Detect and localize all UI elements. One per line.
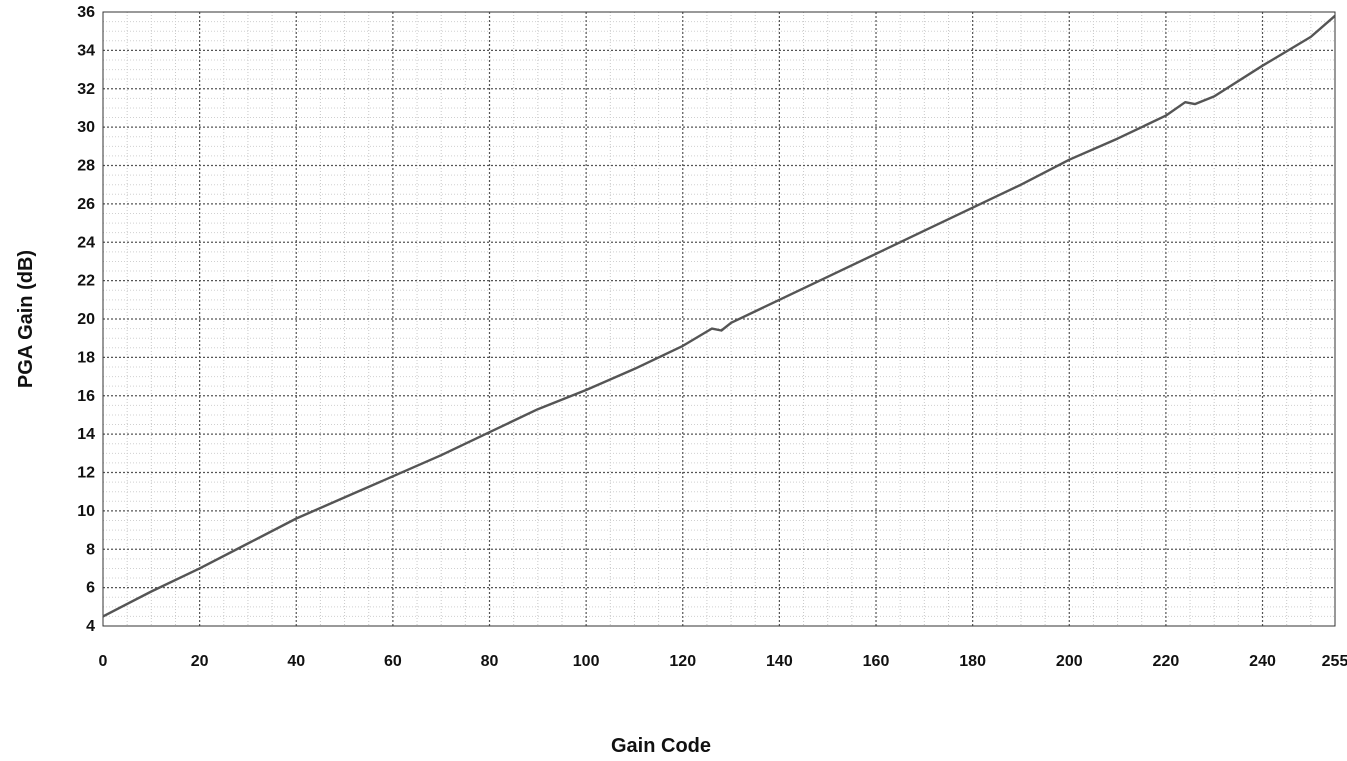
plot-area: [102, 11, 1336, 627]
y-tick-label: 26: [77, 196, 95, 213]
y-axis-title: PGA Gain (dB): [15, 250, 37, 388]
y-tick-label: 18: [77, 349, 95, 366]
x-tick-label: 20: [191, 653, 209, 670]
y-tick-label: 10: [77, 503, 95, 520]
x-tick-label: 160: [863, 653, 890, 670]
x-tick-label: 200: [1056, 653, 1083, 670]
x-tick-label: 240: [1249, 653, 1276, 670]
y-tick-label: 12: [77, 465, 95, 482]
x-tick-label: 80: [481, 653, 499, 670]
x-tick-label: 220: [1153, 653, 1180, 670]
y-tick-label: 22: [77, 273, 95, 290]
x-tick-label: 120: [669, 653, 696, 670]
y-tick-label: 36: [77, 4, 95, 21]
y-tick-label: 32: [77, 81, 95, 98]
y-tick-label: 34: [77, 42, 95, 59]
x-tick-label: 140: [766, 653, 793, 670]
y-tick-label: 16: [77, 388, 95, 405]
y-axis-ticks: 4 6 8 10 12 14 16 18 20 22 24 26 28 30 32 34 36: [77, 4, 95, 635]
x-tick-label: 180: [959, 653, 986, 670]
grid-lines: [103, 12, 1335, 626]
y-tick-label: 24: [77, 234, 95, 251]
x-axis-ticks: 0 20 40 60 80 100 120 140 160 180 200 220 240 255: [99, 653, 1347, 670]
y-tick-label: 6: [86, 580, 95, 597]
x-tick-label: 255: [1322, 653, 1347, 670]
series-layer: [102, 14, 1336, 618]
y-tick-label: 30: [77, 119, 95, 136]
x-tick-label: 100: [573, 653, 600, 670]
y-tick-label: 4: [86, 618, 95, 635]
x-axis-title: Gain Code: [611, 735, 711, 757]
y-tick-label: 8: [86, 541, 95, 558]
x-tick-label: 0: [99, 653, 108, 670]
y-tick-label: 28: [77, 158, 95, 175]
y-tick-label: 20: [77, 311, 95, 328]
x-tick-label: 60: [384, 653, 402, 670]
x-tick-label: 40: [287, 653, 305, 670]
series-line: [102, 14, 1336, 618]
y-tick-label: 14: [77, 426, 95, 443]
